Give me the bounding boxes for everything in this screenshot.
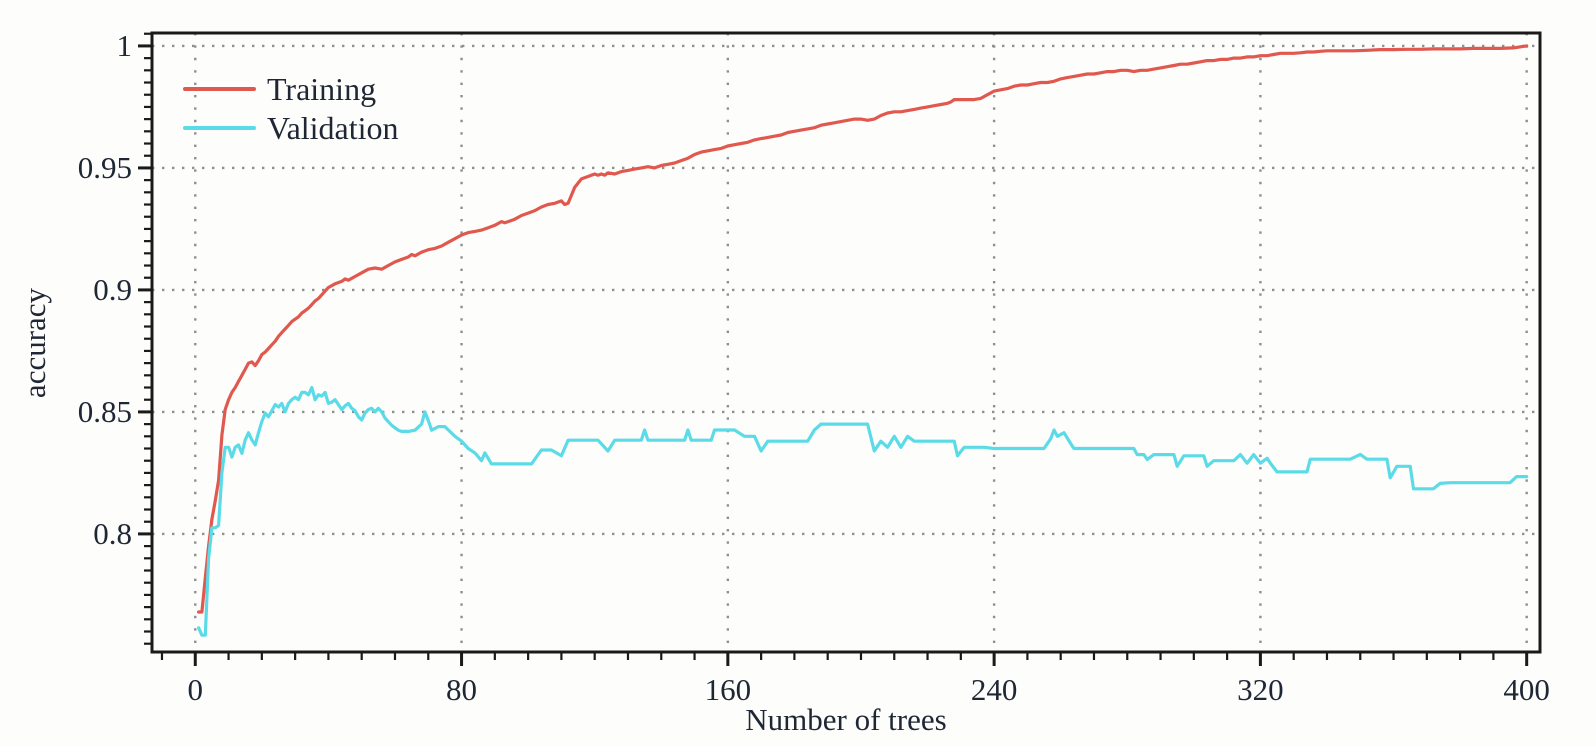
- legend: Training Validation: [183, 69, 399, 147]
- validation-line-swatch: [183, 125, 256, 130]
- plot-frame: [150, 31, 1542, 654]
- x-tick-label: 80: [446, 672, 477, 707]
- y-tick-label: 0.85: [78, 394, 132, 429]
- y-tick-label: 0.95: [78, 150, 132, 185]
- x-tick-label: 240: [971, 672, 1018, 707]
- x-tick-label: 320: [1237, 672, 1284, 707]
- y-axis-title: accuracy: [17, 287, 52, 399]
- legend-label-training: Training: [267, 70, 377, 107]
- legend-label-validation: Validation: [267, 109, 399, 146]
- legend-entry-validation: Validation: [183, 108, 399, 147]
- training-line: [197, 44, 1529, 614]
- training-line-swatch: [183, 86, 256, 91]
- legend-entry-training: Training: [183, 69, 399, 108]
- x-tick-label: 0: [188, 672, 204, 707]
- y-tick-label: 1: [117, 28, 133, 63]
- validation-line: [197, 385, 1529, 637]
- x-tick-label: 160: [705, 672, 752, 707]
- x-axis-title: Number of trees: [745, 702, 947, 737]
- x-tick-label: 400: [1503, 672, 1550, 707]
- y-tick-label: 0.8: [93, 516, 132, 551]
- y-tick-label: 0.9: [93, 272, 132, 307]
